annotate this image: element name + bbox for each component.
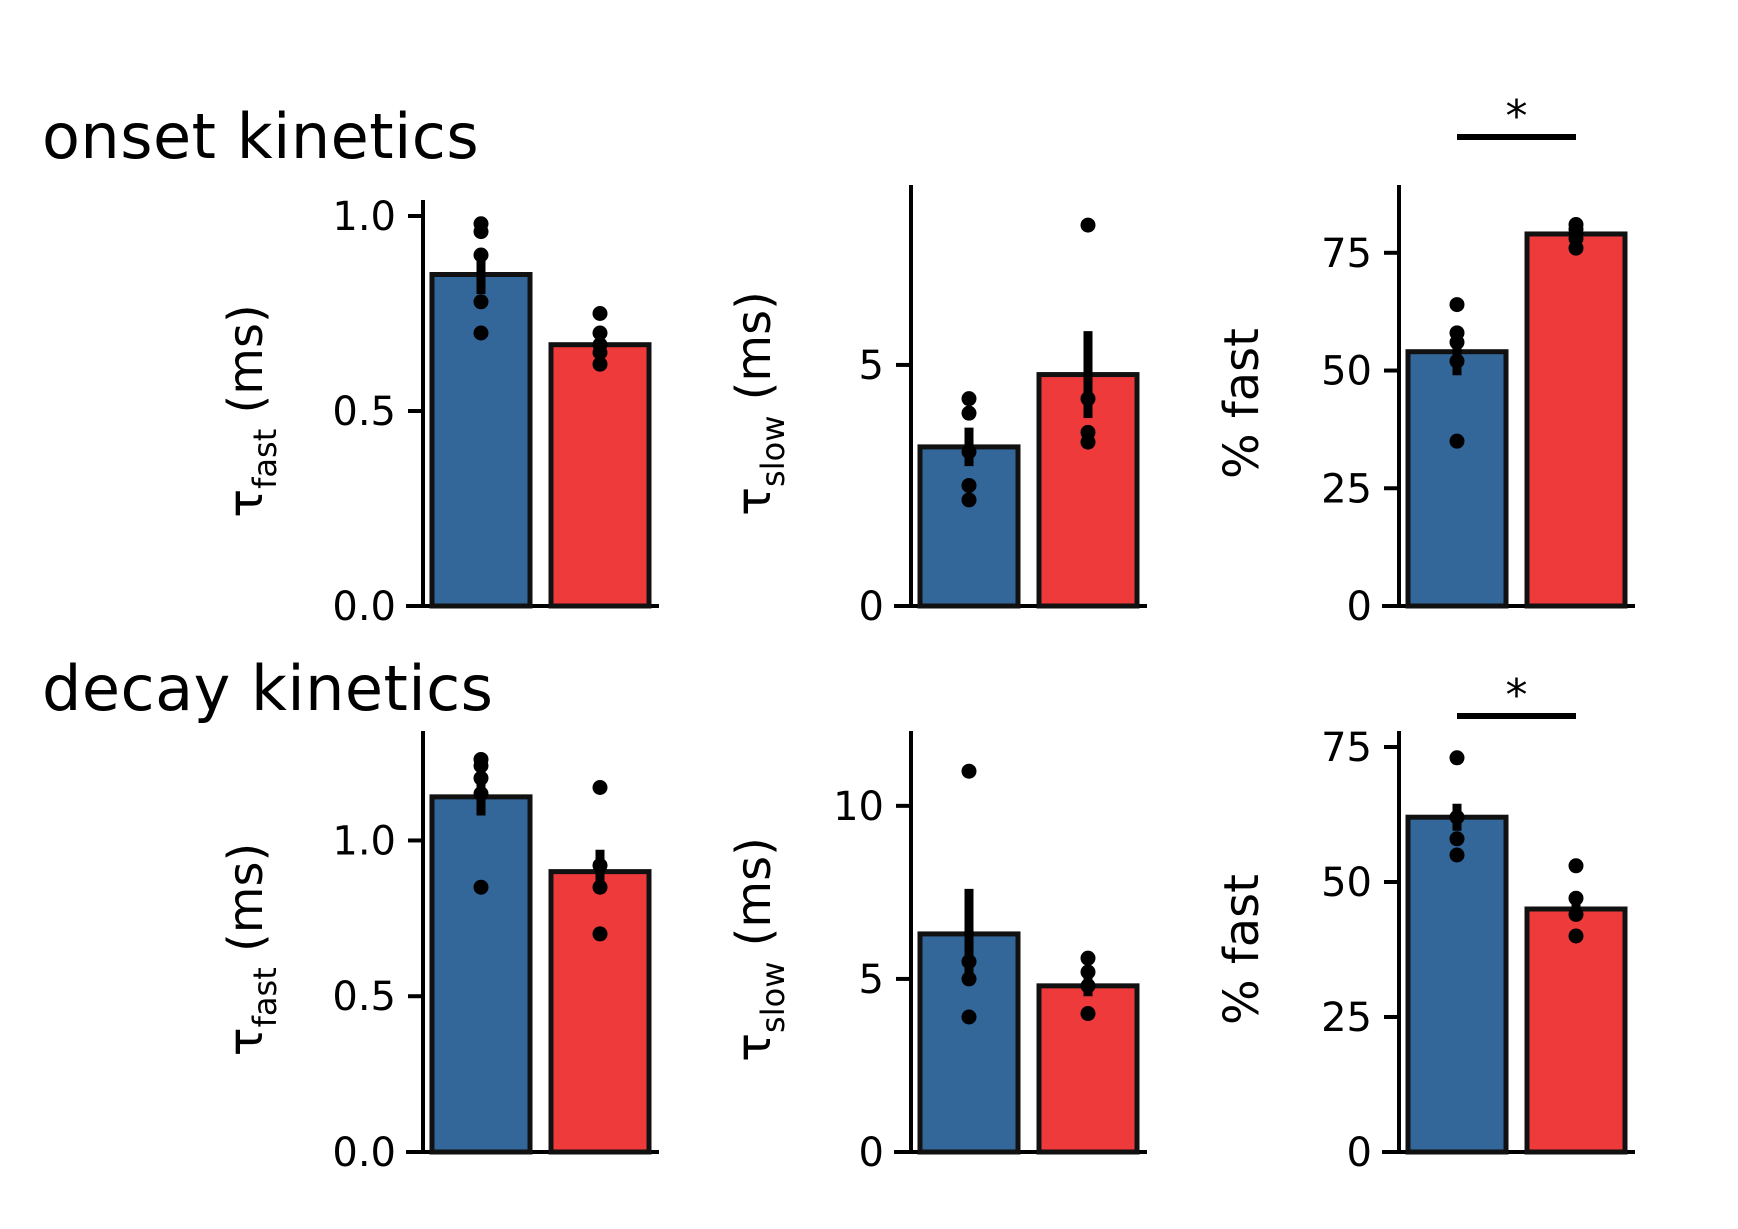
data-point <box>1080 978 1096 994</box>
chart-panel-3: 0 25 50 75 % fast * <box>1214 91 1635 630</box>
y-tick-label: 0 <box>859 1130 884 1176</box>
y-tick-label: 50 <box>1321 860 1372 906</box>
y-tick-label: 5 <box>859 957 884 1003</box>
data-point <box>473 224 489 240</box>
section-title-decay: decay kinetics <box>42 652 494 725</box>
data-point <box>1449 750 1465 766</box>
data-point <box>961 954 977 970</box>
data-point <box>1080 434 1096 450</box>
y-tick-label: 25 <box>1321 995 1372 1041</box>
y-tick-label: 75 <box>1321 725 1372 771</box>
bar-group2 <box>1524 231 1628 609</box>
y-axis-label: τslow (ms) <box>726 291 792 516</box>
data-point <box>1568 858 1584 874</box>
data-point <box>1449 433 1465 449</box>
y-tick-label: 25 <box>1321 466 1372 512</box>
y-tick-label: 50 <box>1321 349 1372 395</box>
bar-group2 <box>548 342 652 609</box>
data-point <box>961 405 977 421</box>
bar-group1 <box>1405 814 1509 1155</box>
bar-group2 <box>1036 372 1140 609</box>
y-tick-label: 0.0 <box>332 1130 396 1176</box>
data-point <box>473 758 489 774</box>
data-point <box>592 306 608 321</box>
data-point <box>1568 890 1584 906</box>
y-axis-label: τfast (ms) <box>218 304 284 517</box>
data-point <box>473 294 489 310</box>
bar-group1 <box>917 444 1021 609</box>
data-point <box>1080 1006 1096 1022</box>
data-point <box>592 857 608 873</box>
data-point <box>592 926 608 942</box>
chart-panel-2: 0 5 τslow (ms) <box>726 185 1147 630</box>
chart-panel-1: 0.0 0.5 1.0 τfast (ms) <box>218 194 659 630</box>
data-point <box>961 477 977 493</box>
data-point <box>473 325 489 341</box>
y-tick-label: 10 <box>833 784 884 830</box>
section-title-onset: onset kinetics <box>42 100 480 173</box>
y-axis-label: τfast (ms) <box>218 843 284 1056</box>
data-point <box>1568 928 1584 944</box>
data-point <box>1449 847 1465 863</box>
data-point <box>473 770 489 786</box>
data-point <box>961 492 977 508</box>
bar-group1 <box>1405 349 1509 609</box>
data-point <box>961 763 977 779</box>
data-point <box>1449 353 1465 369</box>
y-axis-label: τslow (ms) <box>726 837 792 1062</box>
data-point <box>1080 964 1096 980</box>
data-point <box>1568 906 1584 922</box>
y-tick-label: 0 <box>1347 584 1372 630</box>
data-point <box>1449 809 1465 825</box>
bar-group1 <box>429 794 533 1155</box>
data-point <box>961 391 977 407</box>
y-tick-label: 0.5 <box>332 974 396 1020</box>
bar-group2 <box>1524 906 1628 1155</box>
data-point <box>592 356 608 372</box>
y-tick-label: 1.0 <box>332 194 396 240</box>
data-point <box>961 1009 977 1025</box>
data-point <box>592 879 608 895</box>
y-tick-label: 0.5 <box>332 389 396 435</box>
data-point <box>473 786 489 802</box>
y-tick-label: 0.0 <box>332 584 396 630</box>
data-point <box>961 444 977 460</box>
y-tick-label: 0 <box>1347 1130 1372 1176</box>
data-point <box>592 325 608 341</box>
y-axis-label: % fast <box>1214 328 1270 479</box>
data-point <box>592 345 608 360</box>
y-tick-label: 5 <box>859 343 884 389</box>
data-point <box>1568 240 1584 256</box>
significance-star: * <box>1506 670 1528 721</box>
bar-group1 <box>429 272 533 609</box>
data-point <box>473 879 489 895</box>
data-point <box>1080 217 1096 233</box>
chart-panel-5: 0 5 10 τslow (ms) <box>726 731 1147 1176</box>
data-point <box>1080 950 1096 966</box>
data-point <box>1080 391 1096 407</box>
data-point <box>1449 297 1465 313</box>
y-tick-label: 75 <box>1321 231 1372 277</box>
chart-panel-4: 0.0 0.5 1.0 τfast (ms) <box>218 731 659 1176</box>
data-point <box>1449 334 1465 350</box>
data-point <box>1449 831 1465 847</box>
data-point <box>473 247 489 263</box>
data-point <box>592 780 608 795</box>
y-axis-label: % fast <box>1214 874 1270 1025</box>
y-tick-label: 1.0 <box>332 818 396 864</box>
significance-star: * <box>1506 91 1528 142</box>
chart-panel-6: 0 25 50 75 % fast * <box>1214 670 1635 1176</box>
bar-group2 <box>548 869 652 1155</box>
y-tick-label: 0 <box>859 584 884 630</box>
data-point <box>961 971 977 987</box>
